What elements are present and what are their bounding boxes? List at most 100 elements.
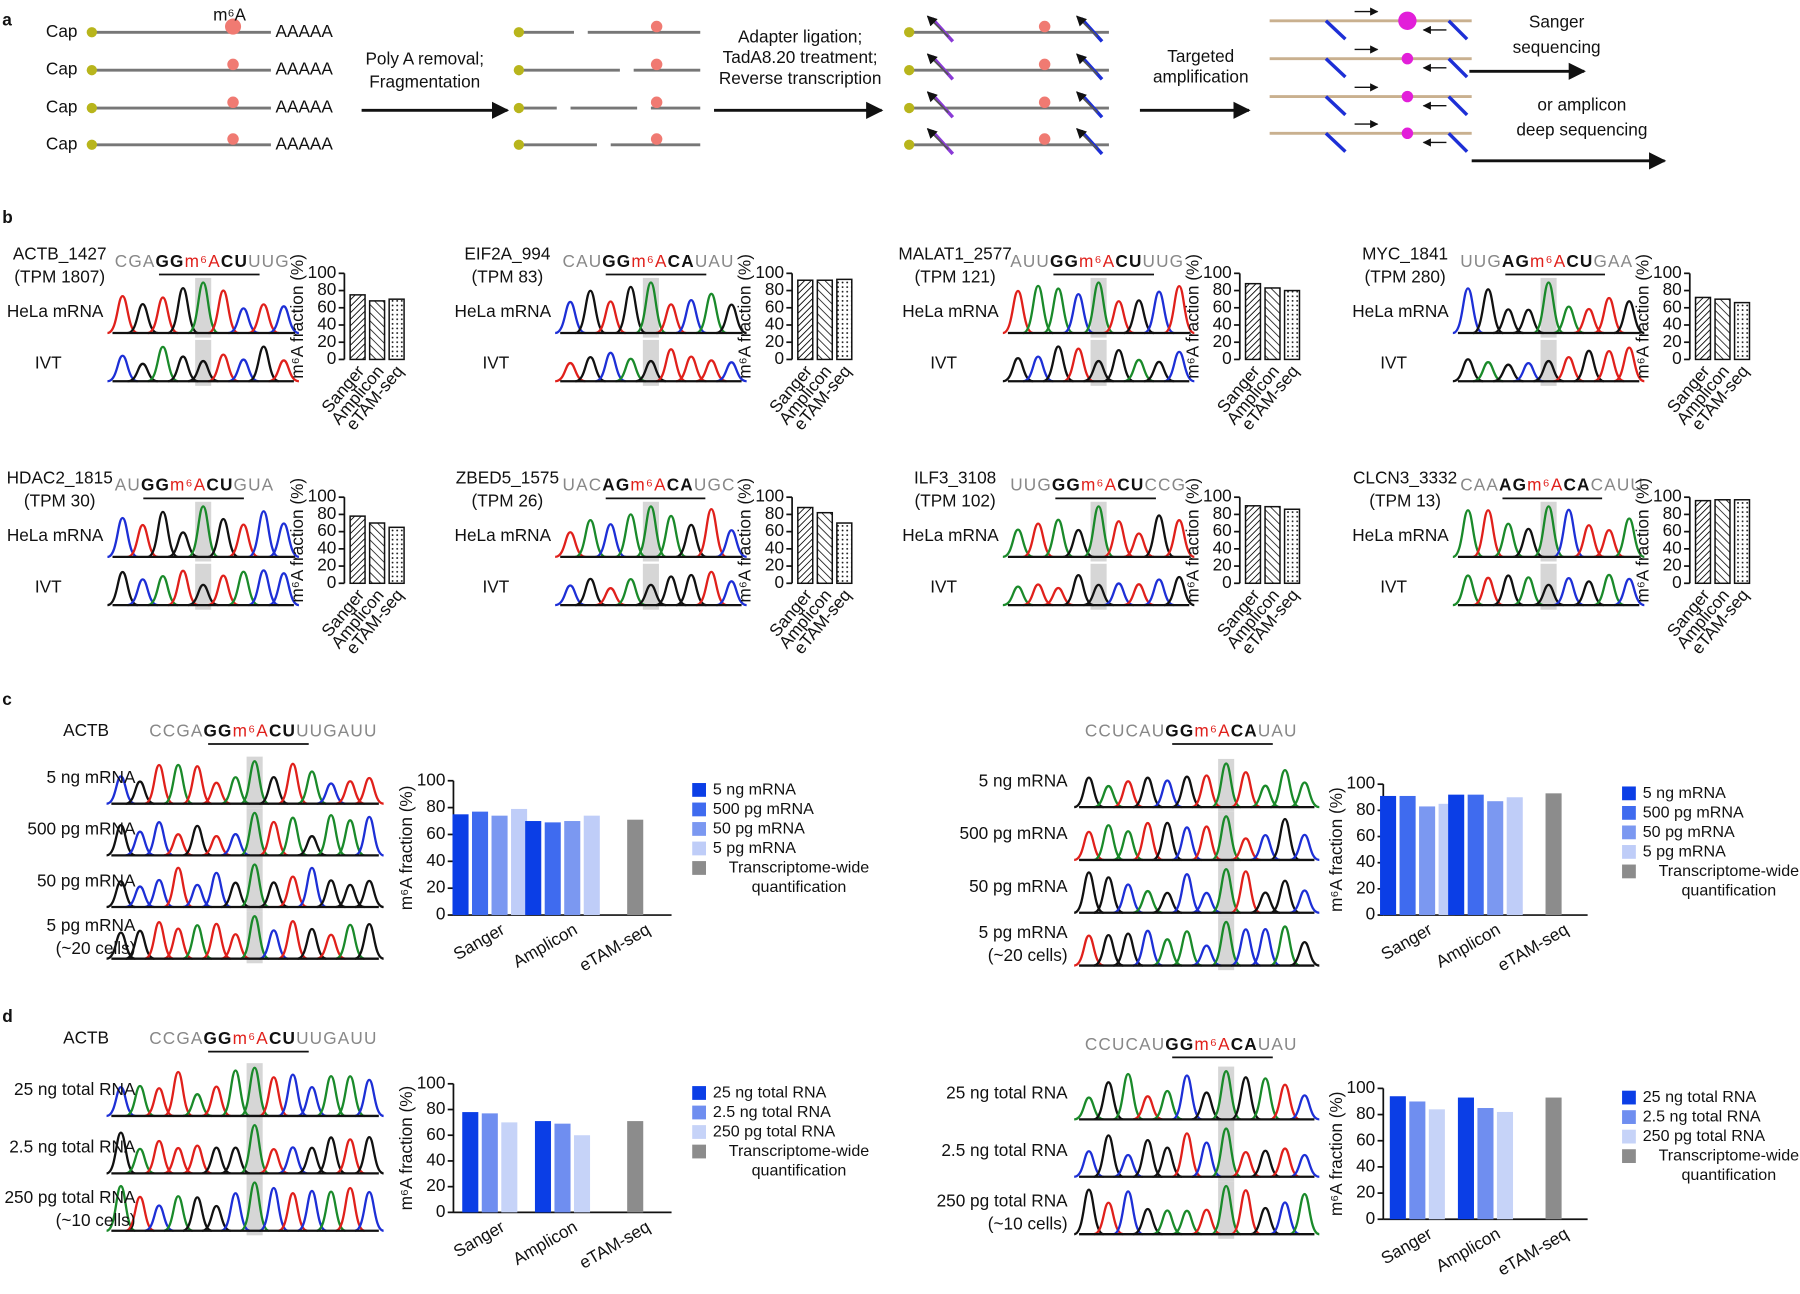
legend-entry: Transcriptome-wide quantification	[1659, 1146, 1800, 1184]
label: ACTB	[63, 720, 109, 740]
chromatogram-peak	[201, 871, 232, 909]
sequence-part: CU	[269, 1028, 296, 1048]
chromatogram-peak	[187, 359, 219, 383]
bar	[472, 811, 489, 916]
y-tick-label: 20	[1213, 555, 1232, 575]
chromatogram-peak	[182, 1196, 213, 1232]
chromatogram-peak	[1230, 928, 1261, 967]
y-axis-label: m⁶A fraction (%)	[735, 254, 755, 379]
bar	[797, 279, 814, 361]
y-tick-label: 40	[426, 850, 445, 870]
legend-entry: 2.5 ng total RNA	[713, 1102, 831, 1120]
label: 25 ng total RNA	[14, 1079, 136, 1099]
y-tick-label: 60	[765, 296, 784, 316]
legend-swatch	[1622, 786, 1636, 801]
chromatogram-peak	[106, 931, 136, 960]
sequence-part: CAA	[1460, 474, 1499, 494]
sequence-part: CCUCAU	[1085, 1033, 1165, 1053]
chromatogram-peak	[182, 924, 213, 960]
label: (TPM 83)	[472, 266, 544, 286]
chromatogram-peak	[201, 1146, 232, 1175]
chromatogram-peak	[1022, 583, 1054, 607]
chromatogram-peak	[167, 286, 199, 335]
sequence: CCUCAUGGm⁶ACAUAU	[1085, 1033, 1298, 1053]
chromatogram-peak	[1289, 1094, 1320, 1121]
y-tick-label: 0	[327, 572, 337, 592]
label: AAAAA	[276, 59, 334, 79]
chromatogram-peak	[574, 289, 607, 335]
y-tick-label: 60	[426, 1124, 445, 1144]
y-tick-label: 20	[317, 331, 336, 351]
label: (TPM 1807)	[14, 266, 105, 286]
chromatogram-peak	[239, 863, 270, 909]
chromatogram-peak	[1062, 574, 1094, 607]
bar	[349, 515, 366, 585]
sequence-part: GG	[204, 720, 233, 740]
bar	[349, 294, 366, 361]
cap-dot	[513, 64, 525, 76]
chromatogram-peak	[163, 763, 194, 805]
chromatogram-peak	[1083, 359, 1114, 383]
x-tick-label: eTAM-seq	[576, 919, 654, 975]
chromatogram-peak	[1082, 505, 1115, 559]
chromatogram-peak	[1250, 784, 1281, 809]
chromatogram-peak	[1230, 870, 1262, 914]
label: 5 ng mRNA	[979, 770, 1068, 790]
y-tick-label: 80	[1213, 503, 1232, 523]
modification-mark	[225, 18, 242, 35]
legend-label: Transcriptome-wide quantification	[1658, 861, 1800, 899]
chromatogram-peak	[125, 929, 155, 960]
chromatogram-peak	[354, 1135, 385, 1175]
primer	[1076, 91, 1099, 114]
chromatogram-peak	[1113, 883, 1144, 914]
chromatogram-peak	[187, 505, 219, 559]
modification-mark	[1401, 127, 1414, 140]
chromatogram-peak	[259, 775, 289, 805]
y-axis-label: m⁶A fraction (%)	[287, 254, 307, 379]
chromatogram-peak	[163, 866, 194, 909]
bar	[1409, 1101, 1426, 1220]
chromatogram-peak	[1472, 361, 1504, 383]
bar	[544, 822, 561, 916]
chromatogram-peak	[1103, 300, 1135, 335]
sequence-part: CCGA	[149, 1028, 203, 1048]
sequence: UACAGm⁶ACAUGC	[563, 474, 736, 494]
sequence-part: UUG	[248, 250, 290, 270]
chromatogram-peak	[187, 281, 219, 335]
chromatogram-peak	[1022, 284, 1054, 335]
chromatogram-peak	[1123, 583, 1155, 607]
legend-label: 25 ng total RNA	[1642, 1087, 1757, 1106]
label: Reverse transcription	[719, 68, 882, 88]
chromatogram-peak	[106, 1184, 136, 1232]
label: Fragmentation	[369, 71, 480, 91]
label: (TPM 102)	[914, 490, 995, 510]
chromatogram-peak	[635, 583, 667, 607]
chromatogram-peak	[278, 920, 308, 960]
chromatogram-peak	[1533, 583, 1564, 607]
label: IVT	[483, 576, 510, 596]
site-highlight	[642, 339, 659, 386]
label: Cap	[46, 133, 78, 153]
y-tick-label: 80	[426, 796, 445, 816]
y-tick-label: 100	[1347, 1077, 1376, 1097]
chromatogram-peak	[1163, 285, 1195, 335]
legend-entry: 250 pg total RNA	[1643, 1126, 1765, 1144]
chromatogram-peak	[1269, 879, 1301, 914]
chromatogram-peak	[201, 781, 232, 805]
label: (~20 cells)	[56, 938, 136, 958]
bar	[1714, 298, 1731, 361]
chromatogram-peak	[575, 355, 606, 383]
sequence: CCGAGGm⁶ACUUUGAUU	[149, 1028, 377, 1048]
chromatogram-peak	[1132, 929, 1163, 967]
y-tick-label: 0	[1222, 572, 1232, 592]
chromatogram-peak	[107, 570, 139, 607]
chromatogram-peak	[187, 583, 219, 607]
label: IVT	[35, 353, 62, 373]
label: (TPM 13)	[1369, 490, 1441, 510]
label: AAAAA	[276, 133, 334, 153]
sequence-part: CA	[1563, 474, 1590, 494]
chromatogram-peak	[297, 1189, 327, 1232]
chromatogram-peak	[248, 303, 280, 335]
chromatogram-peak	[316, 813, 346, 857]
